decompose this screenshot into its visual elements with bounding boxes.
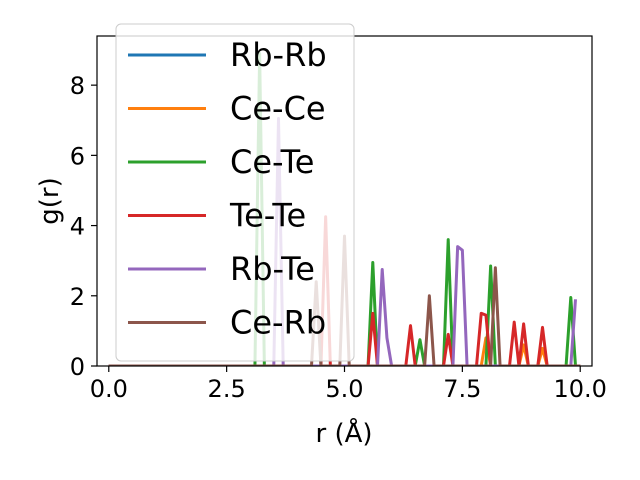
- x-tick-label: 5.0: [325, 375, 363, 403]
- x-tick-label: 7.5: [443, 375, 481, 403]
- legend-label: Te-Te: [229, 197, 306, 235]
- y-tick-label: 4: [70, 213, 85, 241]
- y-tick-label: 2: [70, 283, 85, 311]
- legend-label: Ce-Ce: [230, 90, 326, 128]
- legend: Rb-Rb Ce-Ce Ce-Te Te-Te Rb-Te Ce-Rb: [115, 23, 355, 362]
- y-tick-label: 8: [70, 72, 85, 100]
- legend-label: Rb-Rb: [230, 36, 327, 74]
- legend-label: Rb-Te: [230, 250, 315, 288]
- y-axis-label: g(r): [35, 177, 65, 224]
- y-tick-label: 6: [70, 142, 85, 170]
- legend-label: Ce-Rb: [230, 304, 326, 342]
- x-tick-label: 2.5: [208, 375, 246, 403]
- x-tick-label: 0.0: [90, 375, 128, 403]
- y-axis-ticks: 0 2 4 6 8: [70, 72, 97, 381]
- legend-label: Ce-Te: [230, 143, 314, 181]
- series-line-ce-ce: [108, 336, 581, 366]
- x-axis-ticks: 0.0 2.5 5.0 7.5 10.0: [90, 366, 607, 403]
- x-axis-label: r (Å): [315, 417, 372, 449]
- y-tick-label: 0: [70, 353, 85, 381]
- x-tick-label: 10.0: [553, 375, 606, 403]
- series-line-te-te: [108, 215, 581, 366]
